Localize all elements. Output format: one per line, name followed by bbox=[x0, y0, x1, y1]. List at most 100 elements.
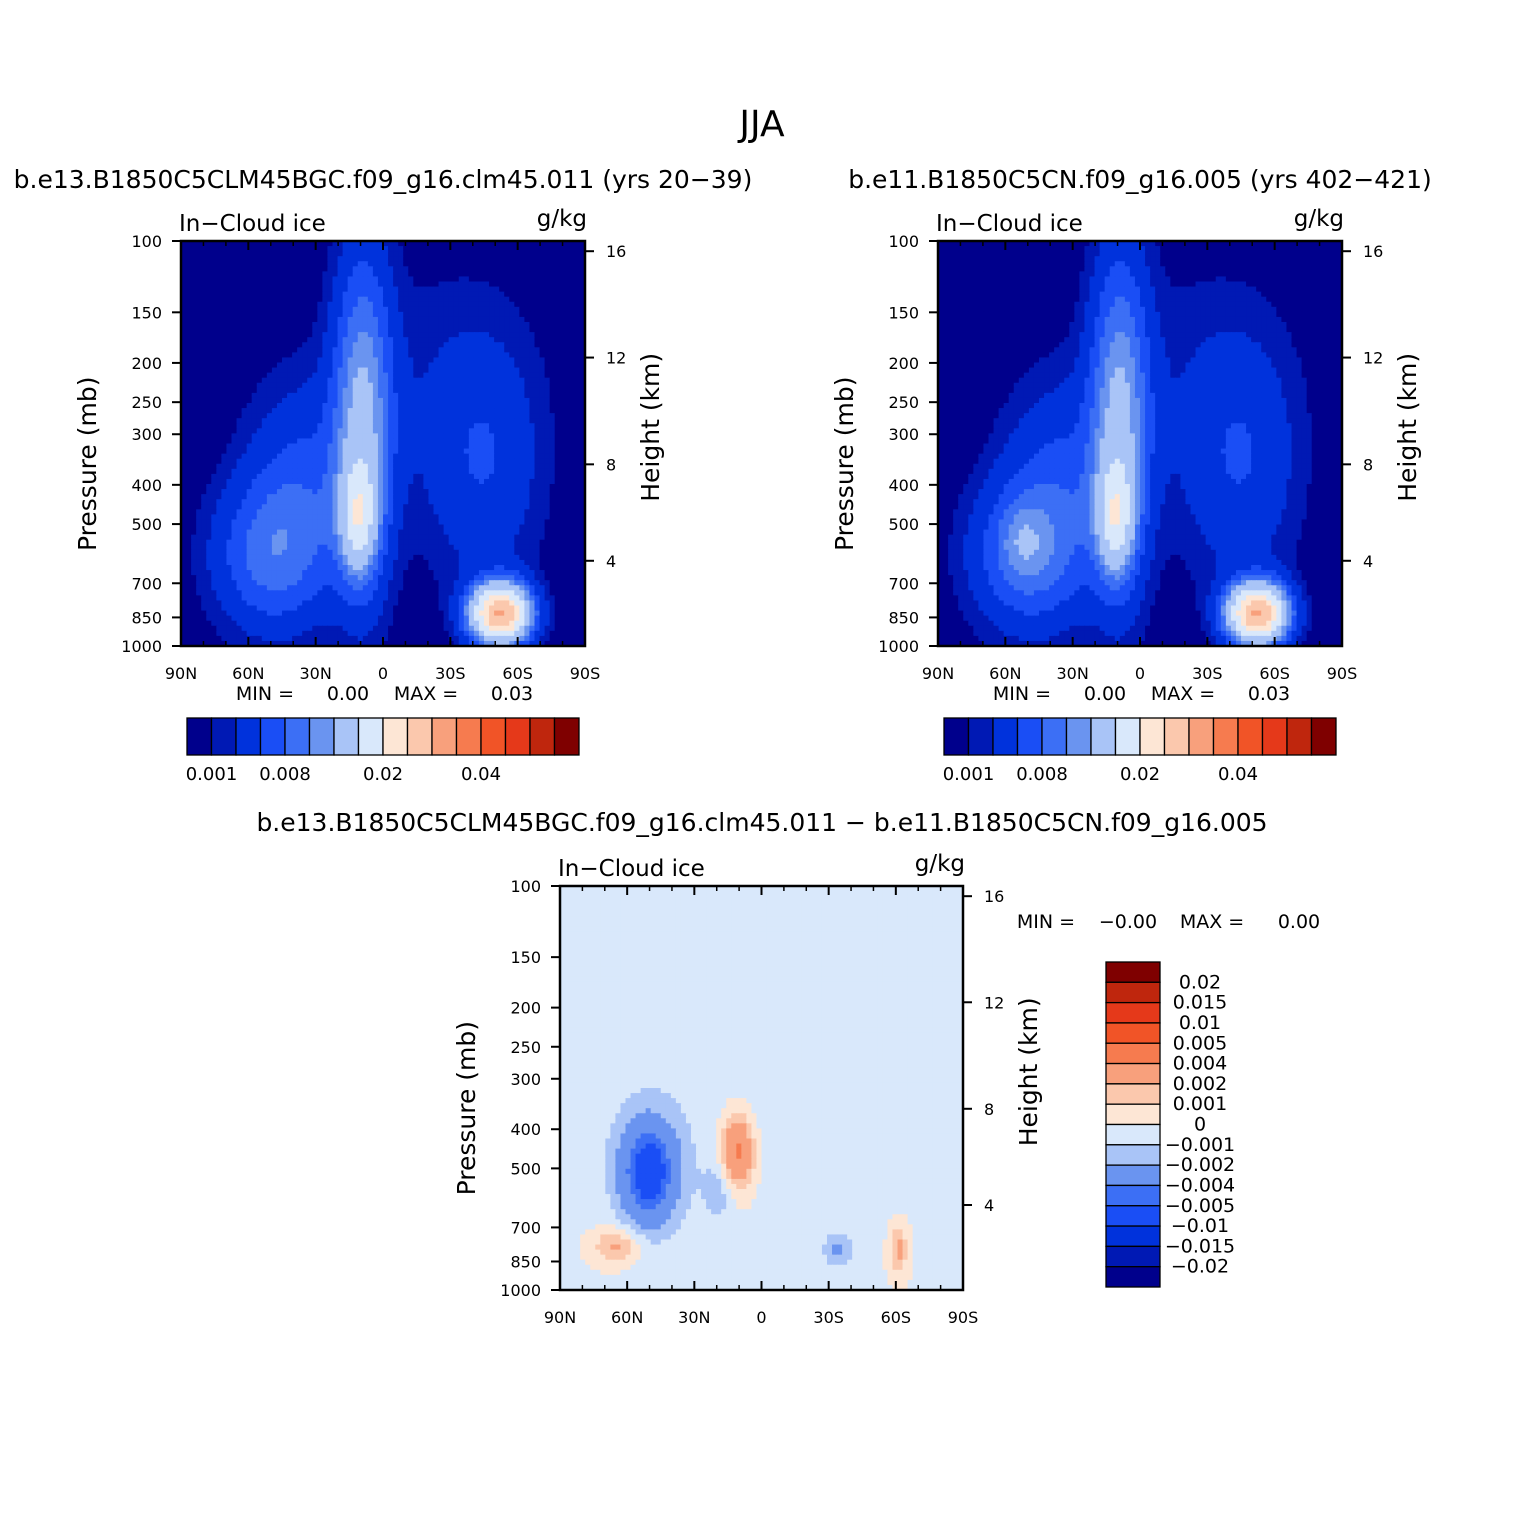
contour-cell bbox=[201, 549, 207, 556]
contour-cell bbox=[514, 332, 520, 338]
contour-cell bbox=[403, 377, 409, 384]
contour-cell bbox=[271, 413, 278, 419]
contour-cell bbox=[484, 392, 490, 399]
contour-cell bbox=[504, 448, 510, 455]
contour-cell bbox=[327, 332, 334, 338]
contour-cell bbox=[423, 301, 430, 308]
contour-cell bbox=[327, 382, 334, 389]
contour-cell bbox=[362, 468, 369, 475]
contour-cell bbox=[418, 387, 424, 394]
contour-cell bbox=[514, 342, 520, 348]
contour-cell bbox=[246, 539, 253, 546]
contour-cell bbox=[322, 489, 329, 495]
contour-cell bbox=[443, 281, 450, 288]
contour-cell bbox=[564, 534, 571, 541]
contour-cell bbox=[574, 367, 581, 374]
contour-cell bbox=[453, 499, 460, 505]
contour-cell bbox=[579, 241, 586, 247]
contour-cell bbox=[191, 266, 197, 272]
contour-cell bbox=[231, 382, 238, 389]
contour-cell bbox=[534, 342, 541, 348]
contour-cell bbox=[327, 413, 334, 419]
contour-cell bbox=[433, 489, 440, 495]
contour-cell bbox=[261, 367, 268, 374]
contour-cell bbox=[226, 514, 233, 521]
contour-cell bbox=[206, 261, 212, 267]
contour-cell bbox=[453, 484, 460, 490]
contour-cell bbox=[261, 266, 268, 272]
contour-cell bbox=[468, 413, 475, 419]
contour-cell bbox=[393, 443, 399, 450]
contour-cell bbox=[514, 266, 520, 272]
contour-cell bbox=[463, 458, 470, 465]
contour-cell bbox=[246, 468, 253, 475]
contour-cell bbox=[458, 413, 465, 419]
contour-cell bbox=[292, 392, 298, 399]
contour-cell bbox=[312, 539, 318, 546]
contour-cell bbox=[372, 443, 379, 450]
contour-cell bbox=[408, 357, 414, 364]
contour-cell bbox=[276, 387, 283, 394]
contour-cell bbox=[418, 494, 424, 500]
contour-cell bbox=[529, 347, 536, 353]
contour-cell bbox=[398, 478, 404, 485]
contour-cell bbox=[453, 316, 460, 323]
contour-cell bbox=[509, 499, 515, 505]
contour-cell bbox=[393, 484, 399, 490]
contour-cell bbox=[569, 392, 576, 399]
contour-cell bbox=[529, 478, 536, 485]
contour-cell bbox=[221, 478, 228, 485]
contour-cell bbox=[463, 514, 470, 521]
contour-cell bbox=[534, 246, 541, 252]
contour-cell bbox=[332, 286, 339, 293]
contour-cell bbox=[256, 291, 263, 298]
contour-cell bbox=[186, 468, 192, 475]
contour-cell bbox=[524, 372, 531, 379]
contour-cell bbox=[509, 534, 515, 541]
contour-cell bbox=[579, 286, 586, 293]
contour-cell bbox=[463, 342, 470, 348]
contour-cell bbox=[403, 408, 409, 414]
contour-cell bbox=[337, 322, 344, 328]
contour-cell bbox=[292, 357, 298, 364]
contour-cell bbox=[579, 514, 586, 521]
contour-cell bbox=[282, 296, 288, 303]
contour-cell bbox=[342, 534, 349, 541]
contour-cell bbox=[554, 489, 561, 495]
contour-cell bbox=[261, 484, 268, 490]
contour-cell bbox=[317, 261, 323, 267]
contour-cell bbox=[191, 286, 197, 293]
contour-cell bbox=[448, 549, 455, 556]
contour-cell bbox=[297, 271, 303, 278]
contour-cell bbox=[443, 382, 450, 389]
contour-cell bbox=[362, 352, 369, 359]
contour-cell bbox=[206, 311, 212, 318]
contour-cell bbox=[554, 301, 561, 308]
contour-cell bbox=[261, 529, 268, 536]
contour-cell bbox=[377, 499, 384, 505]
contour-cell bbox=[211, 296, 217, 303]
contour-cell bbox=[478, 362, 485, 369]
contour-cell bbox=[484, 438, 490, 445]
contour-cell bbox=[569, 337, 576, 343]
contour-cell bbox=[519, 347, 525, 353]
contour-cell bbox=[544, 256, 551, 262]
contour-cell bbox=[413, 519, 419, 526]
contour-cell bbox=[478, 448, 485, 455]
contour-cell bbox=[443, 387, 450, 394]
contour-cell bbox=[468, 438, 475, 445]
contour-cell bbox=[226, 433, 233, 440]
contour-cell bbox=[554, 357, 561, 364]
contour-cell bbox=[413, 544, 419, 551]
contour-cell bbox=[403, 499, 409, 505]
contour-cell bbox=[549, 423, 556, 429]
contour-cell bbox=[362, 322, 369, 328]
contour-cell bbox=[186, 509, 192, 515]
contour-cell bbox=[428, 367, 435, 374]
contour-cell bbox=[302, 392, 308, 399]
contour-cell bbox=[468, 271, 475, 278]
contour-cell bbox=[322, 306, 329, 313]
contour-cell bbox=[514, 251, 520, 257]
contour-cell bbox=[489, 382, 495, 389]
contour-cell bbox=[357, 534, 364, 541]
